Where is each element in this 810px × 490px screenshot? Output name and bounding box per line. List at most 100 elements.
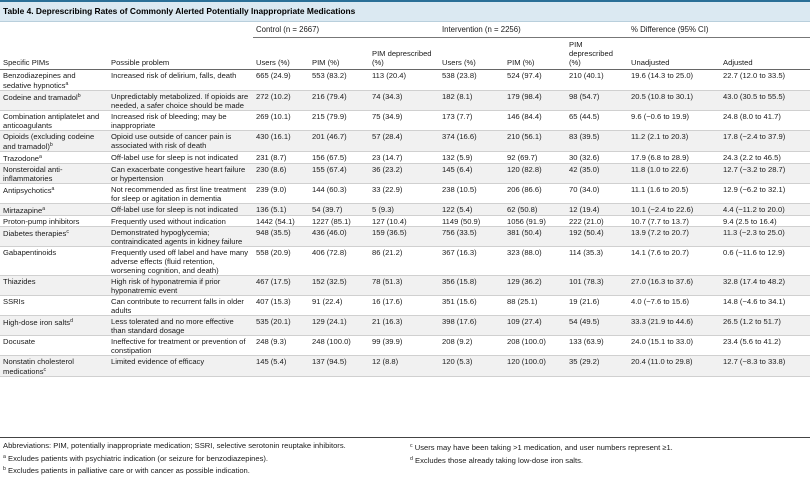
footnote-c: c Users may have been taking >1 medicati… <box>410 441 810 454</box>
cell-problem: Increased risk of delirium, falls, death <box>111 71 237 80</box>
cell-control-deprescribed: 127 (10.4) <box>372 217 407 226</box>
cell-intervention-pim: 210 (56.1) <box>507 132 542 141</box>
pim-name: High-dose iron salts <box>3 318 71 327</box>
cell-control-users: 665 (24.9) <box>256 71 291 80</box>
group-difference: % Difference (95% CI) <box>628 22 810 38</box>
cell-intervention-pim: 120 (100.0) <box>507 357 546 366</box>
cell-control-users: 430 (16.1) <box>256 132 291 141</box>
pim-name: Benzodiazepines and sedative hypnotics <box>3 71 76 90</box>
cell-control-users: 1442 (54.1) <box>256 217 295 226</box>
pim-name: Mirtazapine <box>3 206 43 215</box>
cell-control-users: 248 (9.3) <box>256 337 287 346</box>
footnote-abbreviations: Abbreviations: PIM, potentially inapprop… <box>3 441 346 450</box>
cell-control-pim: 155 (67.4) <box>312 165 347 174</box>
cell-control-users: 239 (9.0) <box>256 185 287 194</box>
table-row: Opioids (excluding codeine and tramadol)… <box>0 130 810 152</box>
cell-unadjusted: 20.5 (10.8 to 30.1) <box>631 92 694 101</box>
cell-adjusted: 12.9 (−6.2 to 32.1) <box>723 185 786 194</box>
cell-unadjusted: 33.3 (21.9 to 44.6) <box>631 317 694 326</box>
cell-adjusted: 12.7 (−3.2 to 28.7) <box>723 165 786 174</box>
cell-intervention-pim: 524 (97.4) <box>507 71 542 80</box>
cell-problem: Less tolerated and no more effective tha… <box>111 317 234 335</box>
cell-intervention-users: 122 (5.4) <box>442 205 473 214</box>
cell-control-deprescribed: 159 (36.5) <box>372 228 407 237</box>
cell-intervention-deprescribed: 222 (21.0) <box>569 217 604 226</box>
cell-problem: Can contribute to recurrent falls in old… <box>111 297 244 315</box>
cell-pim: Antipsychoticsa <box>0 184 108 204</box>
cell-problem: Demonstrated hypoglycemia; contraindicat… <box>111 228 243 246</box>
cell-control-deprescribed: 75 (34.9) <box>372 112 403 121</box>
table-row: Antipsychoticsa Not recommended as first … <box>0 184 810 204</box>
cell-problem: Not recommended as first line treatment … <box>111 185 247 203</box>
cell-adjusted: 24.8 (8.0 to 41.7) <box>723 112 781 121</box>
table-row: Nonstatin cholesterol medicationsc Limite… <box>0 355 810 377</box>
cell-pim: Nonstatin cholesterol medicationsc <box>0 356 108 377</box>
pim-name: Trazodone <box>3 154 40 163</box>
cell-problem: Ineffective for treatment or prevention … <box>111 337 246 355</box>
cell-control-pim: 1227 (85.1) <box>312 217 351 226</box>
cell-unadjusted: 9.6 (−0.6 to 19.9) <box>631 112 690 121</box>
cell-intervention-users: 145 (6.4) <box>442 165 473 174</box>
cell-intervention-pim: 92 (69.7) <box>507 153 538 162</box>
cell-intervention-deprescribed: 133 (63.9) <box>569 337 604 346</box>
cell-intervention-pim: 206 (86.6) <box>507 185 542 194</box>
cell-control-users: 145 (5.4) <box>256 357 287 366</box>
cell-pim: Docusate <box>0 336 108 356</box>
cell-unadjusted: 14.1 (7.6 to 20.7) <box>631 248 689 257</box>
cell-pim: Gabapentinoids <box>0 247 108 276</box>
cell-control-deprescribed: 12 (8.8) <box>372 357 399 366</box>
cell-intervention-deprescribed: 65 (44.5) <box>569 112 600 121</box>
cell-intervention-pim: 88 (25.1) <box>507 297 538 306</box>
cell-unadjusted: 4.0 (−7.6 to 15.6) <box>631 297 690 306</box>
col-specific-pims: Specific PIMs <box>3 58 49 67</box>
col-unadjusted: Unadjusted <box>631 58 670 67</box>
col-control-pim: PIM (%) <box>312 58 340 67</box>
pim-name: Antipsychotics <box>3 186 52 195</box>
footnote-a: a Excludes patients with psychiatric ind… <box>3 452 403 465</box>
cell-unadjusted: 20.4 (11.0 to 29.8) <box>631 357 693 366</box>
footnote-marker: c <box>66 229 69 235</box>
pim-name: Combination antiplatelet and anticoagula… <box>3 112 100 130</box>
cell-pim: Opioids (excluding codeine and tramadol)… <box>0 131 108 152</box>
table-row: SSRIs Can contribute to recurrent falls i… <box>0 296 810 316</box>
cell-intervention-deprescribed: 19 (21.6) <box>569 297 600 306</box>
cell-control-pim: 436 (46.0) <box>312 228 347 237</box>
cell-unadjusted: 13.9 (7.2 to 20.7) <box>631 228 689 237</box>
footnote-c-text: Users may have been taking >1 medication… <box>414 443 673 452</box>
col-control-users: Users (%) <box>256 58 290 67</box>
cell-adjusted: 9.4 (2.5 to 16.4) <box>723 217 777 226</box>
cell-control-users: 558 (20.9) <box>256 248 291 257</box>
footnotes: Abbreviations: PIM, potentially inapprop… <box>0 437 810 490</box>
pim-name: Thiazides <box>3 277 36 286</box>
pim-table: Control (n = 2667) Intervention (n = 225… <box>0 22 810 377</box>
cell-adjusted: 26.5 (1.2 to 51.7) <box>723 317 781 326</box>
cell-adjusted: 23.4 (5.6 to 41.2) <box>723 337 781 346</box>
cell-intervention-deprescribed: 210 (40.1) <box>569 71 604 80</box>
cell-problem: Off-label use for sleep is not indicated <box>111 153 238 162</box>
cell-unadjusted: 10.1 (−2.4 to 22.6) <box>631 205 694 214</box>
cell-intervention-pim: 62 (50.8) <box>507 205 538 214</box>
pim-name: Codeine and tramadol <box>3 93 78 102</box>
footnote-marker: a <box>51 186 55 192</box>
cell-control-pim: 91 (22.4) <box>312 297 343 306</box>
footnote-d-text: Excludes those already taking low-dose i… <box>415 455 584 465</box>
pim-name: Nonstatin cholesterol medications <box>3 357 74 376</box>
cell-intervention-deprescribed: 114 (35.3) <box>569 248 604 257</box>
cell-problem: Frequently used off label and have many … <box>111 248 249 275</box>
table-title: Table 4. Deprescribing Rates of Commonly… <box>0 0 810 22</box>
cell-intervention-users: 538 (23.8) <box>442 71 477 80</box>
cell-unadjusted: 10.7 (7.7 to 13.7) <box>631 217 689 226</box>
cell-adjusted: 43.0 (30.5 to 55.5) <box>723 92 786 101</box>
footnote-b-text: Excludes patients in palliative care or … <box>8 466 250 475</box>
col-possible-problem: Possible problem <box>111 58 170 67</box>
cell-intervention-pim: 179 (98.4) <box>507 92 542 101</box>
cell-adjusted: 12.7 (−8.3 to 33.8) <box>723 357 786 366</box>
footnote-d: d Excludes those already taking low-dose… <box>410 454 810 467</box>
cell-adjusted: 17.8 (−2.4 to 37.9) <box>723 132 786 141</box>
cell-control-users: 136 (5.1) <box>256 205 287 214</box>
footnote-b: b Excludes patients in palliative care o… <box>3 464 403 477</box>
cell-adjusted: 0.6 (−11.6 to 12.9) <box>723 248 785 257</box>
cell-intervention-users: 238 (10.5) <box>442 185 477 194</box>
cell-intervention-users: 132 (5.9) <box>442 153 473 162</box>
